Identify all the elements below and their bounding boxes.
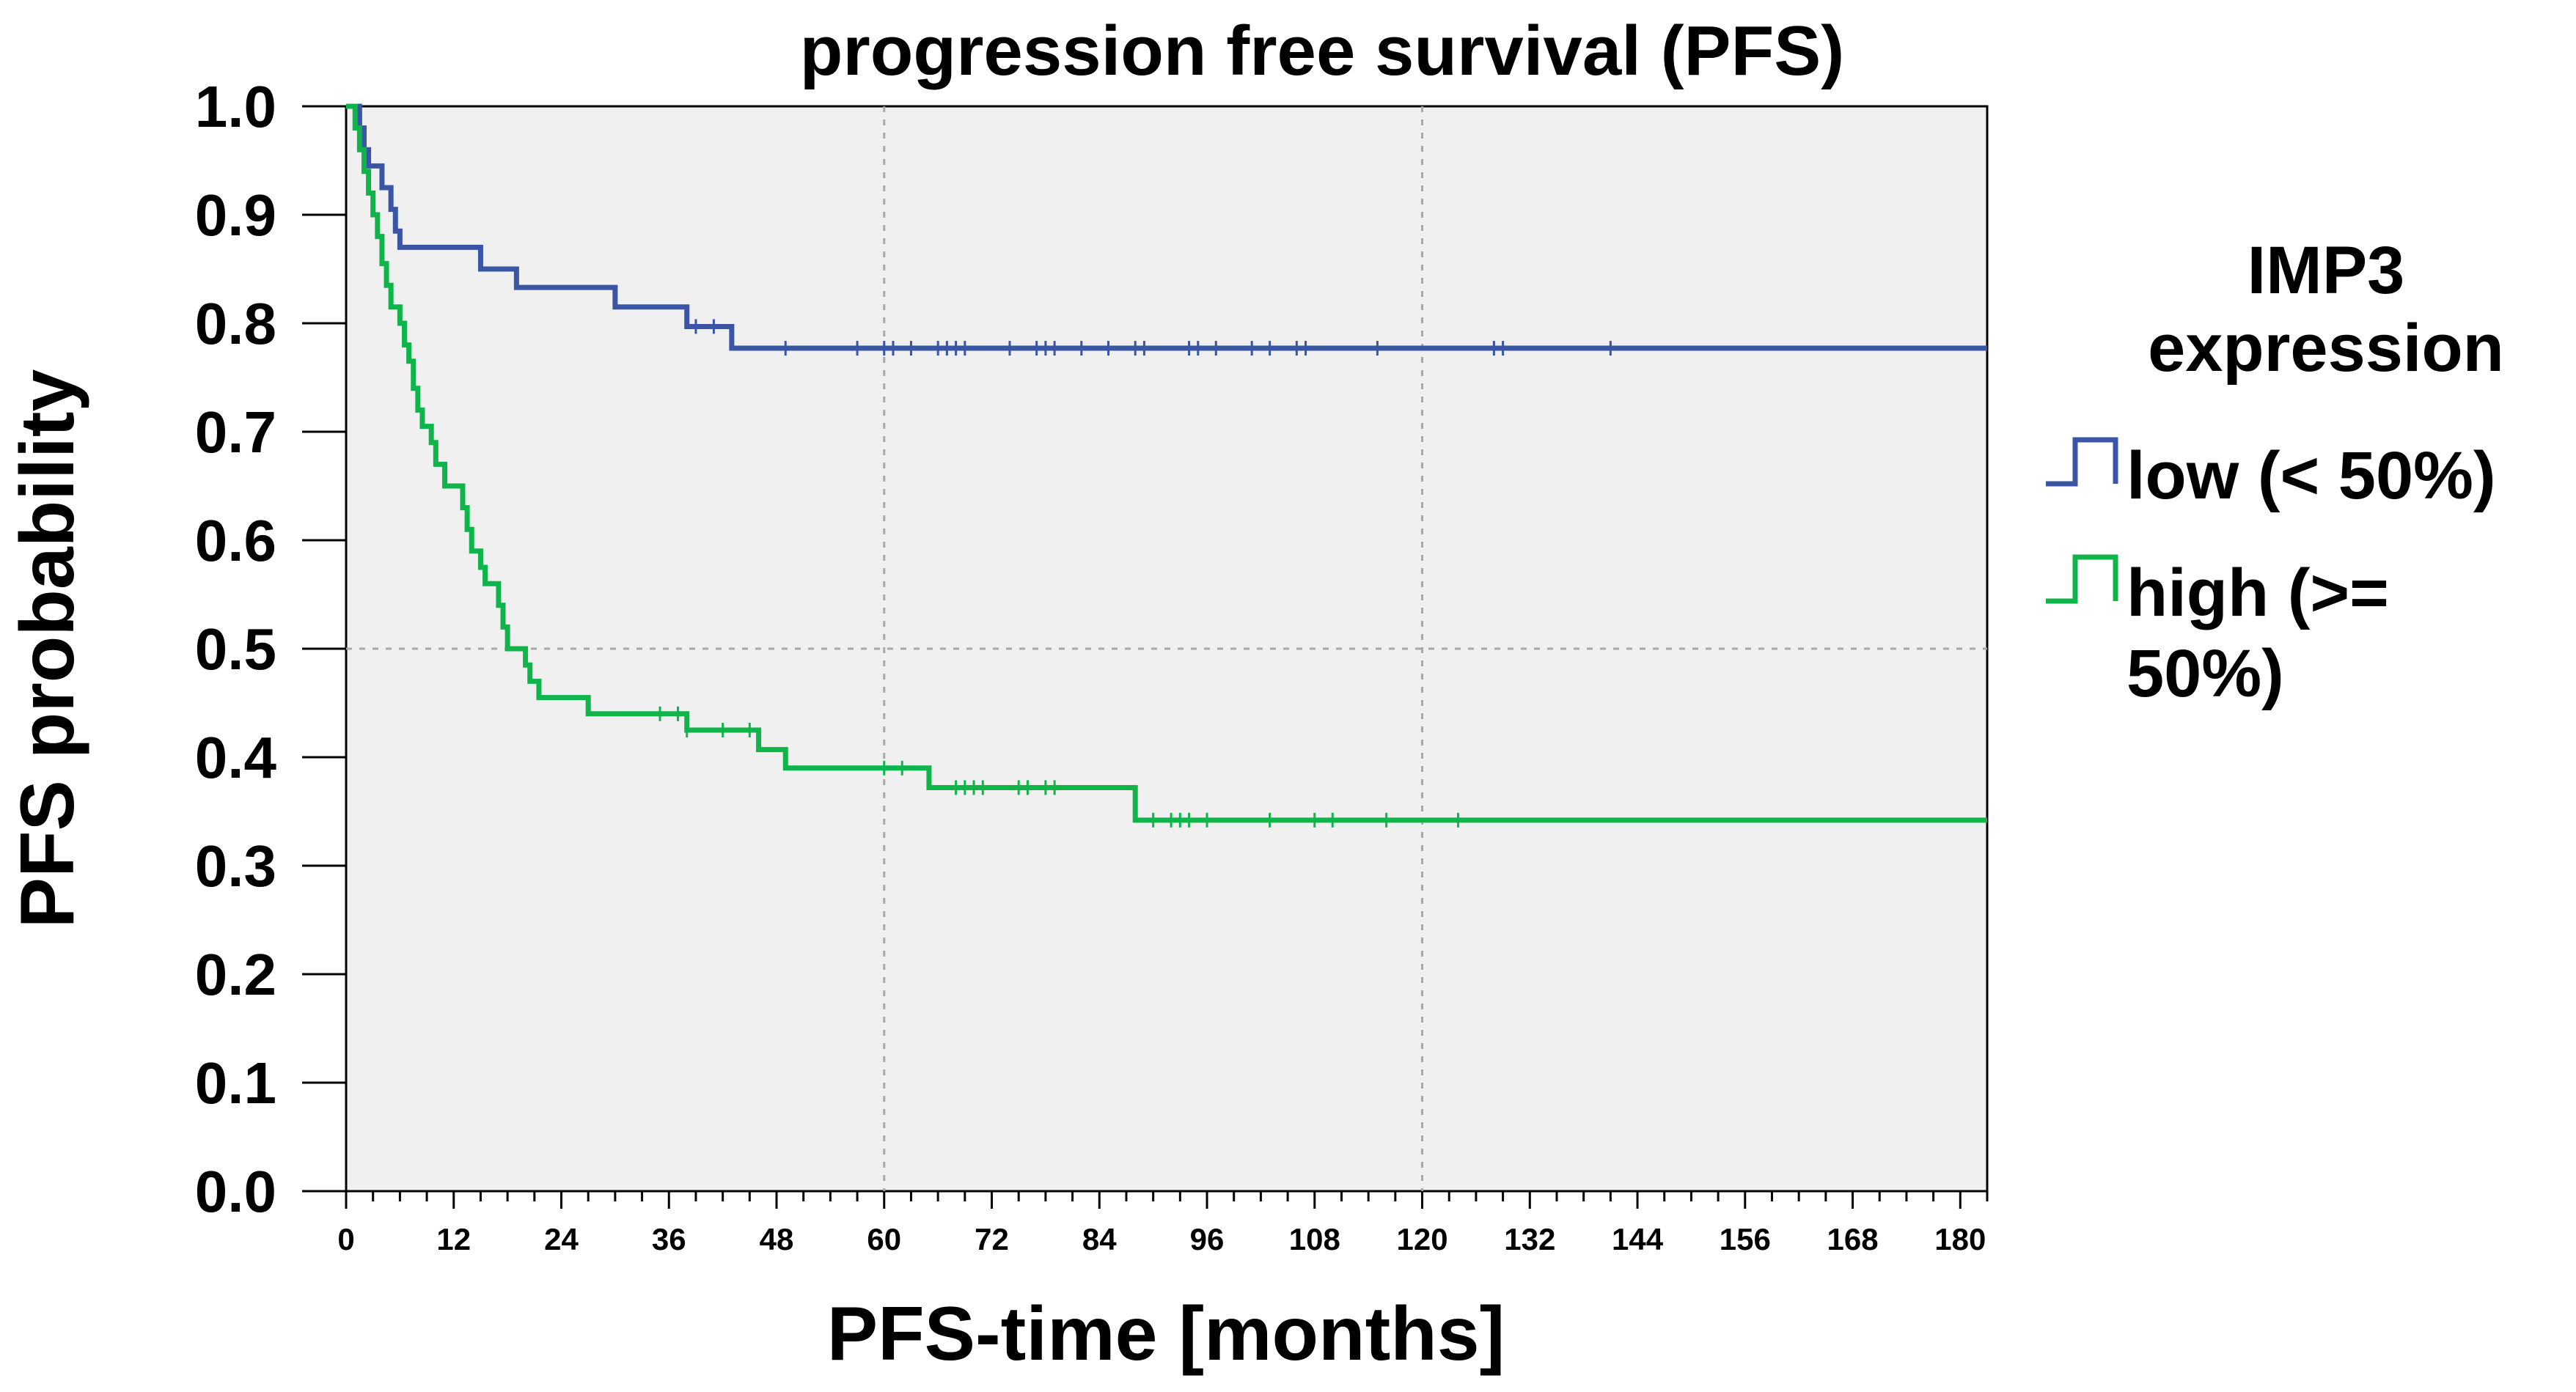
legend-label-1: high (>= [2127,556,2389,630]
x-tick-label: 0 [337,1222,354,1256]
y-tick-label: 0.4 [195,725,277,790]
x-tick-label: 24 [544,1222,579,1256]
y-tick-label: 0.3 [195,833,276,899]
x-tick-label: 144 [1612,1222,1664,1256]
y-axis-title: PFS probability [5,369,90,928]
x-axis: 0 12 24 36 48 60 72 84 96 108 120 132 144 156 168 180 [337,1191,1989,1256]
y-tick-label: 1.0 [195,74,276,139]
x-tick-label: 84 [1082,1222,1117,1256]
x-tick-label: 168 [1827,1222,1879,1256]
x-tick-label: 96 [1190,1222,1225,1256]
grid-lines [346,106,1987,1191]
x-tick-label: 156 [1720,1222,1771,1256]
y-tick-label: 0.2 [195,942,276,1007]
y-tick-label: 0.8 [195,291,276,356]
legend-swatch-1 [2046,554,2118,604]
y-axis: 0.0 0.1 0.2 0.3 0.4 0.5 0.6 0.7 0.8 0.9 1.0 [195,74,346,1224]
x-tick-label: 48 [760,1222,794,1256]
x-tick-label: 180 [1934,1222,1986,1256]
legend-title: expression [2148,311,2504,386]
y-tick-label: 0.6 [195,508,276,573]
x-tick-label: 108 [1289,1222,1340,1256]
x-tick-label: 132 [1504,1222,1555,1256]
legend-swatch-0 [2046,437,2118,487]
legend-label-1: 50%) [2127,636,2284,711]
legend-label-0: low (< 50%) [2127,438,2496,513]
x-tick-label: 36 [652,1222,686,1256]
x-tick-label: 12 [436,1222,471,1256]
y-tick-label: 0.0 [195,1159,276,1224]
chart-title: progression free survival (PFS) [800,12,1844,90]
series-line-1 [346,103,1987,823]
y-tick-label: 0.5 [195,616,276,682]
y-tick-label: 0.1 [195,1050,276,1116]
y-tick-label: 0.9 [195,183,276,248]
x-tick-label: 60 [867,1222,901,1256]
series-1 [346,103,1987,828]
y-tick-label: 0.7 [195,399,276,465]
x-axis-title: PFS-time [months] [827,1292,1505,1377]
x-tick-label: 120 [1397,1222,1448,1256]
x-tick-label: 72 [975,1222,1009,1256]
survival-curves [346,103,1987,828]
legend-title: IMP3 [2247,233,2405,308]
